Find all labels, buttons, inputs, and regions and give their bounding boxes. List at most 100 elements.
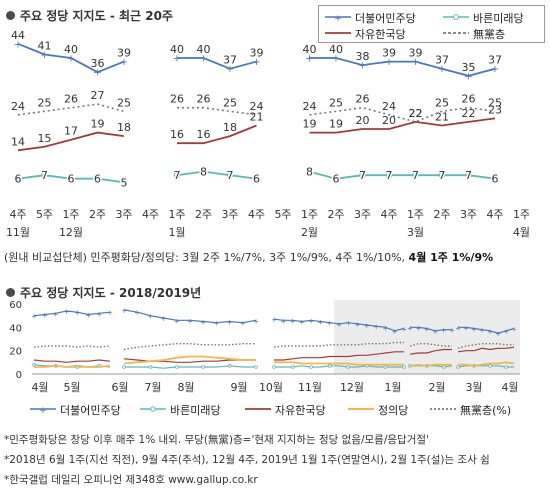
data-marker: + [74,309,80,317]
data-marker: + [147,313,153,321]
data-marker: + [373,323,379,331]
x-tick-label: 2주 [327,208,344,221]
data-marker: + [64,308,70,316]
x-tick-label: 5주 [36,208,53,221]
data-marker: + [503,328,509,336]
month-label: 6월 [111,381,128,394]
data-label: 6 [15,173,22,186]
series-line [458,326,515,334]
data-marker: + [187,317,193,325]
data-marker [120,179,128,186]
data-label: 23 [488,103,502,116]
data-marker: + [511,326,517,334]
data-label: 8 [200,166,207,179]
y-tick-label: 60 [9,300,22,311]
series-line [273,341,404,348]
series-line [34,364,111,368]
data-marker: + [449,327,455,335]
data-marker: + [96,310,102,318]
data-marker [200,168,207,175]
data-marker: + [299,319,305,327]
data-marker [173,171,181,179]
data-marker: + [332,54,340,65]
series-line [123,343,256,351]
x-tick-label: 2주 [89,208,106,221]
series-line [17,117,496,152]
data-label: 24 [303,100,317,113]
data-label: 16 [197,128,211,141]
x-tick-label: 5주 [274,208,291,221]
series-line [273,318,405,332]
data-marker: + [271,316,277,324]
data-label: 21 [435,110,449,123]
svg-text:+: + [334,14,342,22]
data-label: 24 [382,100,396,113]
x-month-label: 4월 [513,226,530,239]
data-label: 7 [412,169,419,182]
data-label: 24 [11,100,25,113]
bullet-icon [6,288,15,297]
x-month-label: 12월 [59,226,83,239]
data-marker: + [407,324,413,332]
data-marker: + [355,321,361,329]
data-marker [359,171,366,179]
chart2-title: 주요 정당 지지도 - 2018/2019년 [6,284,201,301]
x-tick-label: 1주 [62,208,79,221]
data-label: 40 [64,43,78,56]
data-label: 6 [94,173,101,186]
data-label: 16 [170,128,184,141]
data-label: 8 [306,166,313,179]
data-marker: + [487,328,493,336]
data-label: 38 [356,50,370,63]
data-marker: + [382,324,388,332]
data-marker [491,175,499,182]
series-line [410,363,452,367]
month-label: 9월 [230,381,247,394]
data-marker: + [471,326,477,334]
data-marker: + [424,326,430,334]
chart2-legend: + 더불어민주당 바른미래당 자유한국당 정의당 無黨층(%) [30,404,512,417]
x-tick-label: 4주 [248,208,265,221]
data-marker: + [226,64,234,75]
data-label: 26 [462,93,476,106]
data-marker [346,365,351,369]
data-marker: + [42,312,48,320]
data-label: 41 [38,39,52,52]
data-label: 17 [64,125,78,138]
data-label: 35 [462,61,476,74]
data-marker: + [401,326,407,334]
data-marker [253,175,260,182]
data-label: 22 [409,107,423,120]
month-label: 3월 [465,381,482,394]
chart1-note: (원내 비교섭단체) 민주평화당/정의당: 3월 2주 1%/7%, 3주 1%… [4,251,494,264]
month-label: 2월 [428,381,445,394]
data-marker: + [455,324,461,332]
series-line [17,103,496,123]
data-marker [332,175,340,182]
data-label: 24 [250,100,264,113]
y-tick-label: 0 [16,370,22,381]
data-marker: + [305,54,313,65]
month-label: 4월 [31,381,48,394]
data-label: 25 [488,96,502,109]
series-line [33,359,111,363]
data-marker: + [464,71,472,82]
data-marker: + [392,328,398,336]
series-line [457,343,514,349]
month-label: 1월 [384,381,401,394]
data-marker [227,364,232,368]
data-marker: + [161,315,167,323]
data-marker [175,365,179,369]
series-line [33,345,111,348]
data-marker [290,365,295,369]
data-marker [385,171,393,179]
data-marker: + [358,61,366,72]
data-marker: + [280,317,286,325]
data-marker: + [200,319,206,327]
data-marker: + [308,317,314,325]
data-label: 14 [11,135,25,148]
x-tick-label: 3주 [221,208,238,221]
x-tick-label: 1주 [301,208,318,221]
y-tick-label: 40 [9,323,22,334]
